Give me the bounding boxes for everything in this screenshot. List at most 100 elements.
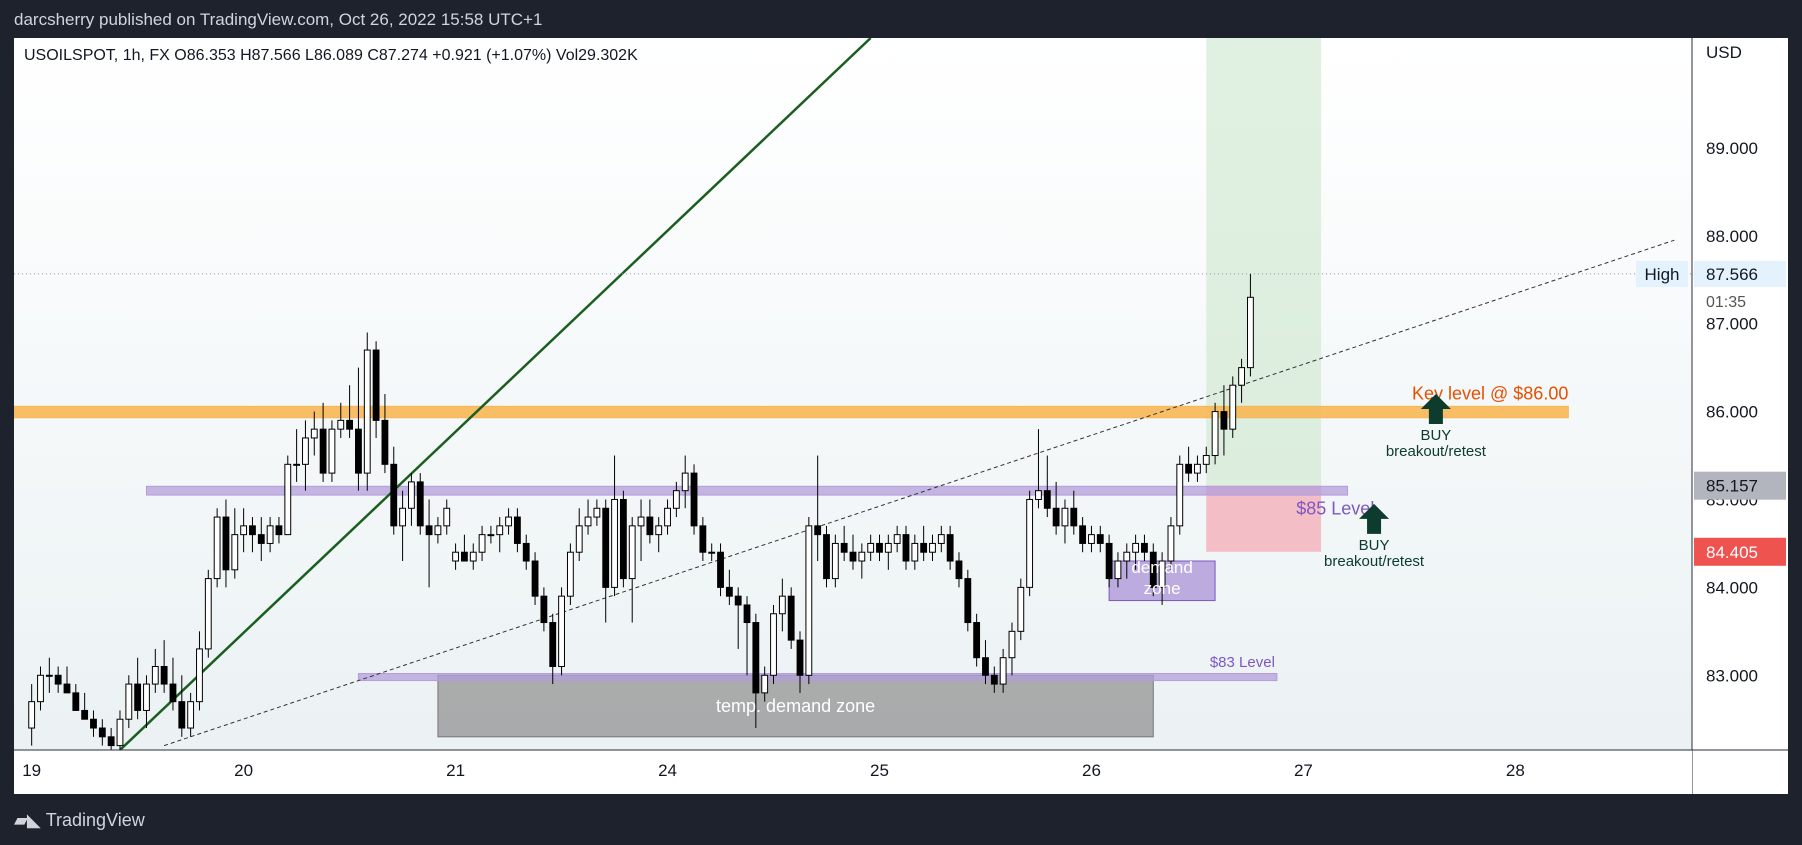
price-axis-bg[interactable] [1692,38,1788,794]
candle[interactable] [593,499,601,526]
candle[interactable] [81,692,89,720]
candle[interactable] [337,402,345,438]
candle[interactable] [134,657,142,720]
candle[interactable] [884,534,892,570]
trendline[interactable] [119,38,872,751]
candle[interactable] [929,534,936,562]
candle[interactable] [655,517,663,553]
candle[interactable] [1052,481,1060,535]
candle[interactable] [540,587,548,632]
candle[interactable] [37,666,44,711]
candle[interactable] [814,455,822,562]
candle[interactable] [460,534,468,562]
candle[interactable] [513,508,521,553]
footer-brand[interactable]: ▰◣ TradingView [14,810,145,831]
candle[interactable] [770,604,777,685]
candle[interactable] [151,648,159,693]
candle[interactable] [408,473,415,526]
candle[interactable] [796,631,804,693]
candle[interactable] [876,534,883,562]
candle[interactable] [584,499,592,535]
candle[interactable] [160,640,168,693]
candle[interactable] [646,499,654,544]
candle[interactable] [275,517,283,544]
candle[interactable] [143,675,150,729]
candle[interactable] [54,666,62,693]
candle[interactable] [284,455,292,536]
candle[interactable] [858,543,866,579]
candle[interactable] [637,499,645,562]
price-badge-grey[interactable]: 85.157 [1694,471,1786,500]
candle[interactable] [1185,446,1193,482]
candle[interactable] [964,569,972,632]
candle[interactable] [778,578,786,632]
candle[interactable] [717,543,724,597]
candle[interactable] [266,517,274,553]
candle[interactable] [849,534,857,570]
candle[interactable] [946,525,954,570]
candle[interactable] [982,640,989,685]
candle[interactable] [1035,429,1042,509]
candle[interactable] [469,543,477,570]
candle[interactable] [1247,273,1254,377]
candle[interactable] [1194,455,1201,482]
candle[interactable] [1202,446,1210,474]
candle[interactable] [752,613,760,729]
candle[interactable] [531,552,539,605]
candle[interactable] [1123,543,1131,579]
candle[interactable] [1096,525,1104,553]
candle[interactable] [90,710,97,737]
candle[interactable] [805,517,813,685]
candle[interactable] [257,517,265,562]
candle[interactable] [98,719,106,746]
candle[interactable] [196,631,203,711]
candle[interactable] [973,613,981,667]
candle[interactable] [293,429,301,482]
candle[interactable] [187,692,195,737]
temp-demand-zone[interactable] [437,674,1154,738]
candle[interactable] [1158,552,1166,605]
candle[interactable] [425,499,433,588]
candle[interactable] [681,455,689,509]
candle[interactable] [302,420,309,491]
candle[interactable] [1026,490,1034,597]
key-level-band[interactable] [14,405,1569,419]
chart-frame[interactable]: Key level @ $86.00 $85 Level $83 Level temp… [14,38,1788,794]
candle[interactable] [831,534,839,588]
candle[interactable] [487,525,495,544]
candle[interactable] [399,490,407,562]
candle[interactable] [566,543,574,605]
candle[interactable] [1114,552,1122,588]
candle[interactable] [1167,517,1175,570]
candle[interactable] [1211,402,1219,465]
time-axis-bg[interactable] [14,750,1692,794]
candle[interactable] [893,525,901,553]
candle[interactable] [355,367,362,491]
candle[interactable] [1105,534,1113,588]
candle[interactable] [478,525,486,562]
candle[interactable] [1141,534,1148,562]
candle[interactable] [708,543,716,562]
candle[interactable] [434,517,442,544]
candle[interactable] [1149,543,1157,597]
candle[interactable] [204,569,212,658]
candle[interactable] [416,473,424,535]
candlestick-chart[interactable]: Key level @ $86.00 $85 Level $83 Level temp… [14,38,1788,794]
level-85-band[interactable] [145,485,1349,496]
candle[interactable] [699,517,707,562]
candle[interactable] [45,657,53,693]
candle[interactable] [249,517,256,553]
level-83-band[interactable] [357,673,1278,682]
candle[interactable] [937,525,945,553]
candle[interactable] [867,534,875,562]
candle[interactable] [911,534,919,570]
candle[interactable] [1238,358,1246,403]
candle[interactable] [725,569,733,605]
candle[interactable] [1070,490,1078,535]
candle[interactable] [169,657,177,711]
candle[interactable] [63,666,71,694]
candle[interactable] [558,587,565,676]
candle[interactable] [1229,376,1237,438]
candle[interactable] [575,508,583,562]
candle[interactable] [734,587,742,649]
